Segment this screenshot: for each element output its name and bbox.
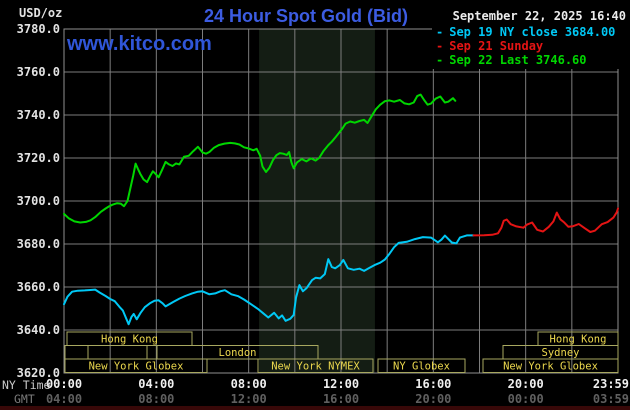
session-box-new-york-nymex <box>257 358 374 373</box>
session-label-hong-kong: Hong Kong <box>101 334 158 346</box>
ny-time-tick-label: 04:00 <box>138 377 174 391</box>
chart-title: 24 Hour Spot Gold (Bid) <box>204 6 408 26</box>
ny-time-tick-label: 00:00 <box>46 377 82 391</box>
gmt-tick-label: 04:00 <box>46 392 82 406</box>
legend-label-sep21: Sep 21 Sunday <box>449 39 544 53</box>
legend-marker-sep19: - <box>436 25 444 39</box>
session-label-london: London <box>219 347 257 359</box>
y-tick-label: 3740.0 <box>17 108 60 122</box>
ny-time-tick-label: 23:59 <box>593 377 629 391</box>
session-box-new-york-globex <box>482 358 619 373</box>
y-tick-label: 3620.0 <box>17 366 60 380</box>
gmt-tick-label: 20:00 <box>415 392 451 406</box>
y-tick-label: 3640.0 <box>17 323 60 337</box>
legend-marker-sep22: - <box>436 53 444 67</box>
session-box-blank <box>64 345 89 360</box>
ny-time-tick-label: 16:00 <box>415 377 451 391</box>
kitco-watermark: www.kitco.com <box>67 33 212 55</box>
session-label-new-york-globex: New York Globex <box>89 361 184 373</box>
gmt-tick-label: 12:00 <box>231 392 267 406</box>
legend-entry-sep21: - Sep 21 Sunday <box>436 39 628 53</box>
session-label-new-york-globex: New York Globex <box>503 361 598 373</box>
gmt-tick-label: 08:00 <box>138 392 174 406</box>
session-box-blank <box>87 345 148 360</box>
y-tick-label: 3680.0 <box>17 237 60 251</box>
session-box-ny-globex <box>377 358 466 373</box>
y-tick-label: 3780.0 <box>17 22 60 36</box>
bottom-maroon-bar <box>0 406 630 410</box>
series-line-sep-19-ny-close <box>63 234 475 326</box>
ny-time-tick-label: 08:00 <box>231 377 267 391</box>
y-tick-label: 3720.0 <box>17 151 60 165</box>
y-axis-units-label: USD/oz <box>19 6 63 20</box>
session-label-new-york-nymex: New York NYMEX <box>271 361 360 373</box>
gmt-tick-label: 16:00 <box>323 392 359 406</box>
y-tick-label: 3660.0 <box>17 280 60 294</box>
legend-entry-sep22: - Sep 22 Last 3746.60 <box>436 53 628 67</box>
legend-label-sep22: Sep 22 Last 3746.60 <box>449 53 587 67</box>
session-label-hong-kong: Hong Kong <box>550 334 607 346</box>
legend-marker-sep21: - <box>436 39 444 53</box>
session-box-london <box>156 345 319 360</box>
gmt-tick-label: 00:00 <box>508 392 544 406</box>
x-axis-gmt-label: GMT <box>14 392 35 406</box>
legend-entry-sep19: - Sep 19 NY close 3684.00 <box>436 25 628 39</box>
legend-label-sep19: Sep 19 NY close 3684.00 <box>449 25 616 39</box>
gmt-tick-label: 03:59 <box>593 392 629 406</box>
legend: - Sep 19 NY close 3684.00 - Sep 21 Sunday … <box>432 24 628 69</box>
y-tick-label: 3760.0 <box>17 65 60 79</box>
session-box-new-york-globex <box>64 358 208 373</box>
session-label-ny-globex: NY Globex <box>393 361 450 373</box>
series-line-sep-22-last <box>63 93 457 224</box>
session-label-sydney: Sydney <box>542 347 580 359</box>
y-tick-label: 3700.0 <box>17 194 60 208</box>
x-axis-ny-time-label: NY Time <box>2 378 51 392</box>
series-line-sep-21-sunday <box>472 207 619 237</box>
ny-time-tick-label: 12:00 <box>323 377 359 391</box>
chart-datetime: September 22, 2025 16:40 <box>452 9 626 23</box>
ny-time-tick-label: 20:00 <box>508 377 544 391</box>
